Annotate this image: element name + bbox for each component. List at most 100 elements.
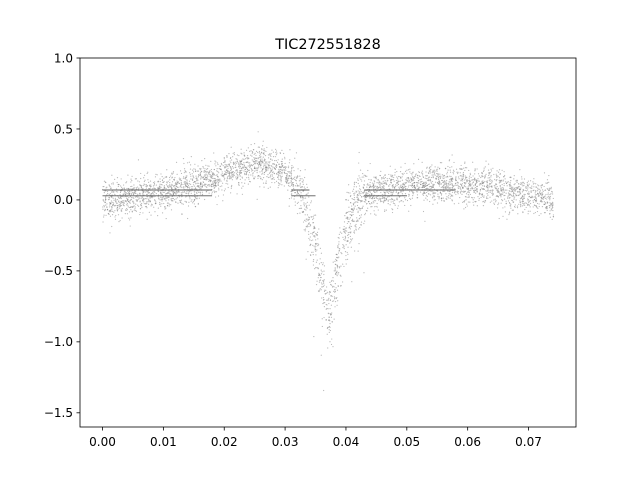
data-point: [314, 214, 317, 216]
data-point: [310, 232, 312, 235]
data-point: [289, 172, 291, 174]
data-point: [163, 186, 166, 188]
data-point: [355, 186, 358, 188]
data-point: [328, 325, 331, 328]
data-point: [404, 170, 407, 172]
data-point: [464, 167, 467, 169]
data-point: [281, 169, 283, 171]
data-point: [104, 208, 106, 210]
data-point: [534, 192, 536, 194]
data-point: [393, 180, 395, 182]
data-point: [114, 197, 116, 199]
data-point: [508, 213, 510, 216]
data-point: [138, 197, 141, 199]
data-point: [251, 151, 253, 153]
data-point: [473, 197, 475, 199]
data-point: [379, 197, 381, 199]
data-point: [346, 191, 348, 194]
data-point: [492, 167, 494, 169]
data-point: [377, 187, 379, 189]
data-point: [273, 173, 275, 175]
data-point: [359, 227, 361, 229]
data-point: [488, 191, 490, 193]
data-point: [497, 175, 499, 177]
data-point: [112, 197, 114, 199]
data-point: [185, 184, 187, 186]
data-point: [329, 281, 331, 284]
data-point: [496, 170, 498, 172]
data-point: [338, 266, 340, 268]
data-point: [328, 316, 330, 319]
data-point: [128, 192, 130, 194]
data-point: [465, 178, 467, 180]
data-point: [425, 175, 427, 177]
data-point: [262, 177, 265, 179]
data-point: [165, 192, 167, 195]
data-point: [263, 167, 265, 169]
y-tick-label: 0.0: [54, 193, 73, 207]
x-tick-label: 0.02: [211, 435, 238, 449]
data-point: [106, 190, 109, 193]
data-point: [137, 204, 139, 206]
data-point: [437, 178, 439, 180]
data-point: [114, 218, 117, 220]
data-point: [396, 197, 398, 199]
data-point: [110, 210, 112, 212]
data-point: [312, 264, 315, 266]
data-bands: [102, 189, 456, 197]
data-point: [386, 180, 388, 182]
data-point: [540, 197, 542, 199]
data-point: [213, 177, 215, 180]
data-point: [126, 202, 128, 205]
data-point: [514, 196, 516, 198]
data-point: [153, 187, 155, 189]
data-point: [262, 165, 265, 167]
data-point: [297, 175, 299, 177]
data-point: [195, 183, 197, 185]
data-point: [340, 265, 342, 267]
data-point: [256, 169, 258, 172]
data-point: [425, 171, 427, 173]
data-point: [515, 193, 517, 195]
data-point: [148, 192, 150, 194]
data-point: [257, 168, 259, 170]
data-point: [353, 230, 355, 232]
data-point: [129, 201, 131, 203]
data-point: [143, 174, 146, 176]
data-point: [251, 170, 253, 172]
data-point: [186, 179, 188, 181]
data-point: [181, 191, 184, 193]
data-point: [396, 182, 398, 184]
data-point: [165, 217, 167, 220]
data-point: [419, 191, 422, 193]
data-point: [285, 176, 288, 178]
data-point: [392, 200, 394, 203]
data-point: [233, 152, 235, 154]
data-point: [110, 187, 112, 189]
data-point: [409, 191, 411, 193]
data-point: [455, 176, 457, 178]
data-point: [232, 171, 234, 173]
data-point: [339, 231, 341, 233]
data-point: [533, 178, 535, 180]
data-point: [183, 168, 186, 170]
data-point: [502, 186, 504, 189]
data-point: [453, 203, 455, 205]
data-point: [237, 162, 239, 164]
data-point: [456, 191, 458, 194]
data-point: [257, 175, 259, 177]
data-point: [226, 180, 228, 182]
y-tick-label: −0.5: [44, 264, 73, 278]
data-point: [336, 270, 338, 272]
data-point: [133, 186, 135, 189]
data-point: [220, 180, 222, 182]
data-point: [349, 214, 351, 216]
data-point: [244, 170, 246, 173]
data-point: [177, 186, 179, 188]
data-point: [411, 184, 413, 186]
data-point: [281, 173, 283, 175]
data-point: [406, 177, 408, 179]
data-point: [293, 198, 295, 200]
data-point: [438, 185, 441, 187]
data-point: [238, 173, 241, 176]
